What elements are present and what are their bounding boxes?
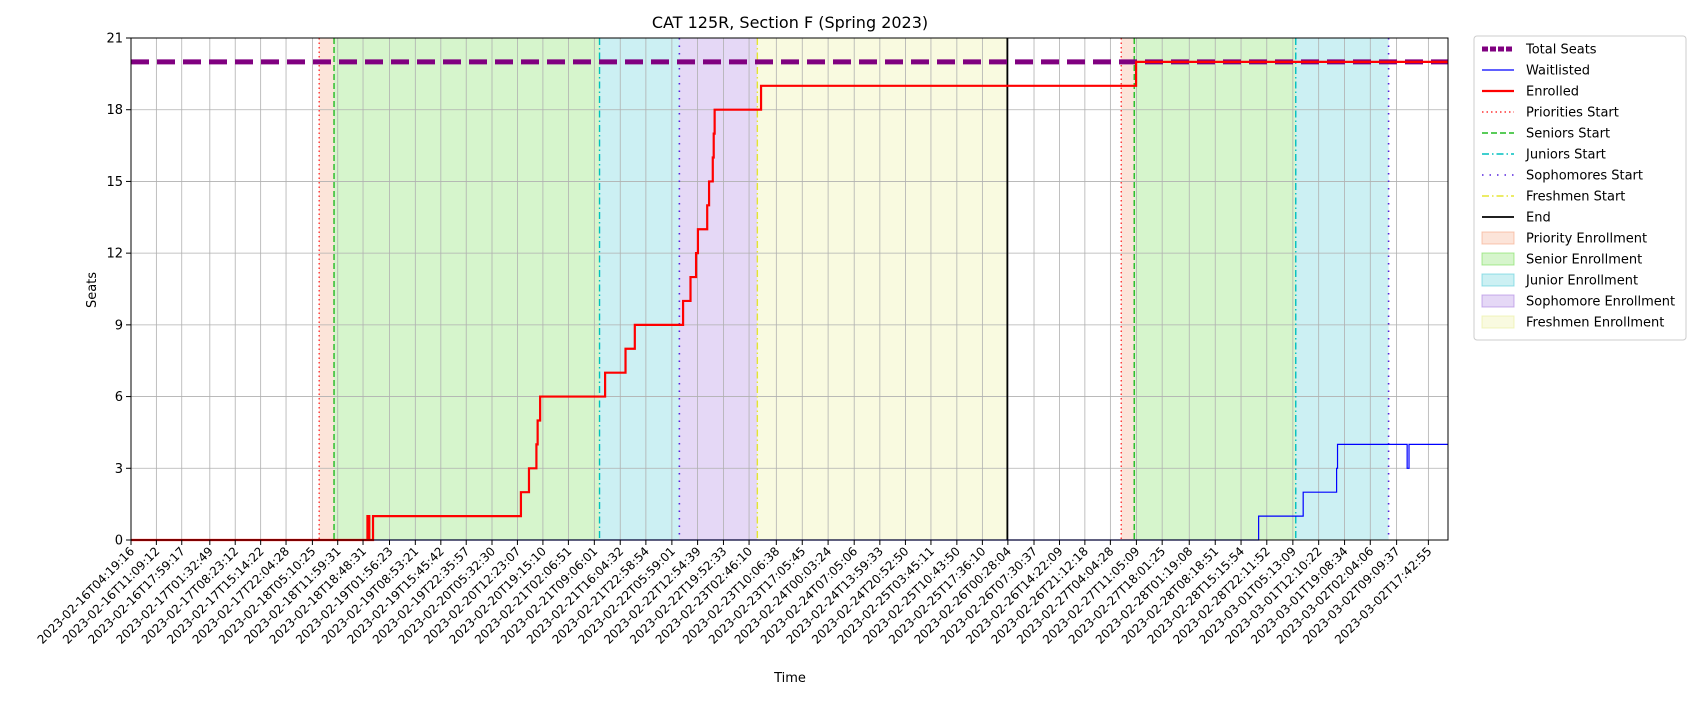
region-priority-enrollment-0 — [319, 38, 335, 540]
legend-label-priority-enrollment: Priority Enrollment — [1526, 232, 1647, 247]
y-tick-label-2: 6 — [115, 390, 123, 405]
legend-label-end: End — [1526, 211, 1551, 226]
chart-title: CAT 125R, Section F (Spring 2023) — [652, 13, 928, 32]
region-sophomore-enrollment-3 — [679, 38, 758, 540]
legend-label-sophomores-start: Sophomores Start — [1526, 169, 1643, 184]
legend-label-freshmen-enrollment: Freshmen Enrollment — [1526, 316, 1664, 331]
legend-label-junior-enrollment: Junior Enrollment — [1525, 274, 1638, 289]
series-waitlisted — [131, 443, 1448, 541]
legend-label-priorities-start: Priorities Start — [1526, 106, 1619, 121]
legend-swatch-senior-enrollment — [1481, 252, 1515, 266]
region-junior-enrollment-2 — [599, 38, 680, 540]
y-tick-label-3: 9 — [115, 318, 123, 333]
y-tick-label-5: 15 — [106, 175, 123, 190]
y-tick-label-7: 21 — [106, 32, 123, 47]
legend-label-juniors-start: Juniors Start — [1525, 148, 1606, 163]
y-axis-label: Seats — [85, 272, 100, 308]
y-tick-label-0: 0 — [115, 534, 123, 549]
series-layer — [131, 59, 1448, 542]
y-tick-label-6: 18 — [106, 103, 123, 118]
legend-label-freshmen-start: Freshmen Start — [1526, 190, 1625, 205]
region-junior-enrollment-7 — [1295, 38, 1389, 540]
x-axis-label: Time — [773, 671, 806, 686]
series-enrolled — [131, 60, 1448, 542]
vlines-layer — [318, 38, 1390, 540]
region-priority-enrollment-5 — [1121, 38, 1135, 540]
legend-swatch-priority-enrollment — [1481, 231, 1515, 245]
plot-frame — [130, 37, 1449, 541]
region-freshmen-enrollment-4 — [757, 38, 1008, 540]
grid-layer — [130, 37, 1448, 541]
legend-swatch-sophomore-enrollment — [1481, 294, 1515, 308]
region-senior-enrollment-1 — [334, 38, 600, 540]
legend-label-waitlisted: Waitlisted — [1526, 64, 1590, 79]
ticks-layer: 0369121518212023-02-16T04:19:162023-02-1… — [35, 32, 1435, 647]
legend-label-total-seats: Total Seats — [1525, 43, 1597, 58]
legend-swatch-junior-enrollment — [1481, 273, 1515, 287]
legend-label-seniors-start: Seniors Start — [1526, 127, 1610, 142]
legend-swatch-freshmen-enrollment — [1481, 315, 1515, 329]
legend-label-enrolled: Enrolled — [1526, 85, 1579, 100]
legend-label-senior-enrollment: Senior Enrollment — [1526, 253, 1642, 268]
legend-label-sophomore-enrollment: Sophomore Enrollment — [1526, 295, 1675, 310]
legend: Total Seats Waitlisted Enrolled Priorities … — [1473, 35, 1687, 341]
y-tick-label-1: 3 — [115, 462, 123, 477]
legend-frame — [1473, 35, 1687, 341]
y-tick-label-4: 12 — [106, 247, 123, 262]
